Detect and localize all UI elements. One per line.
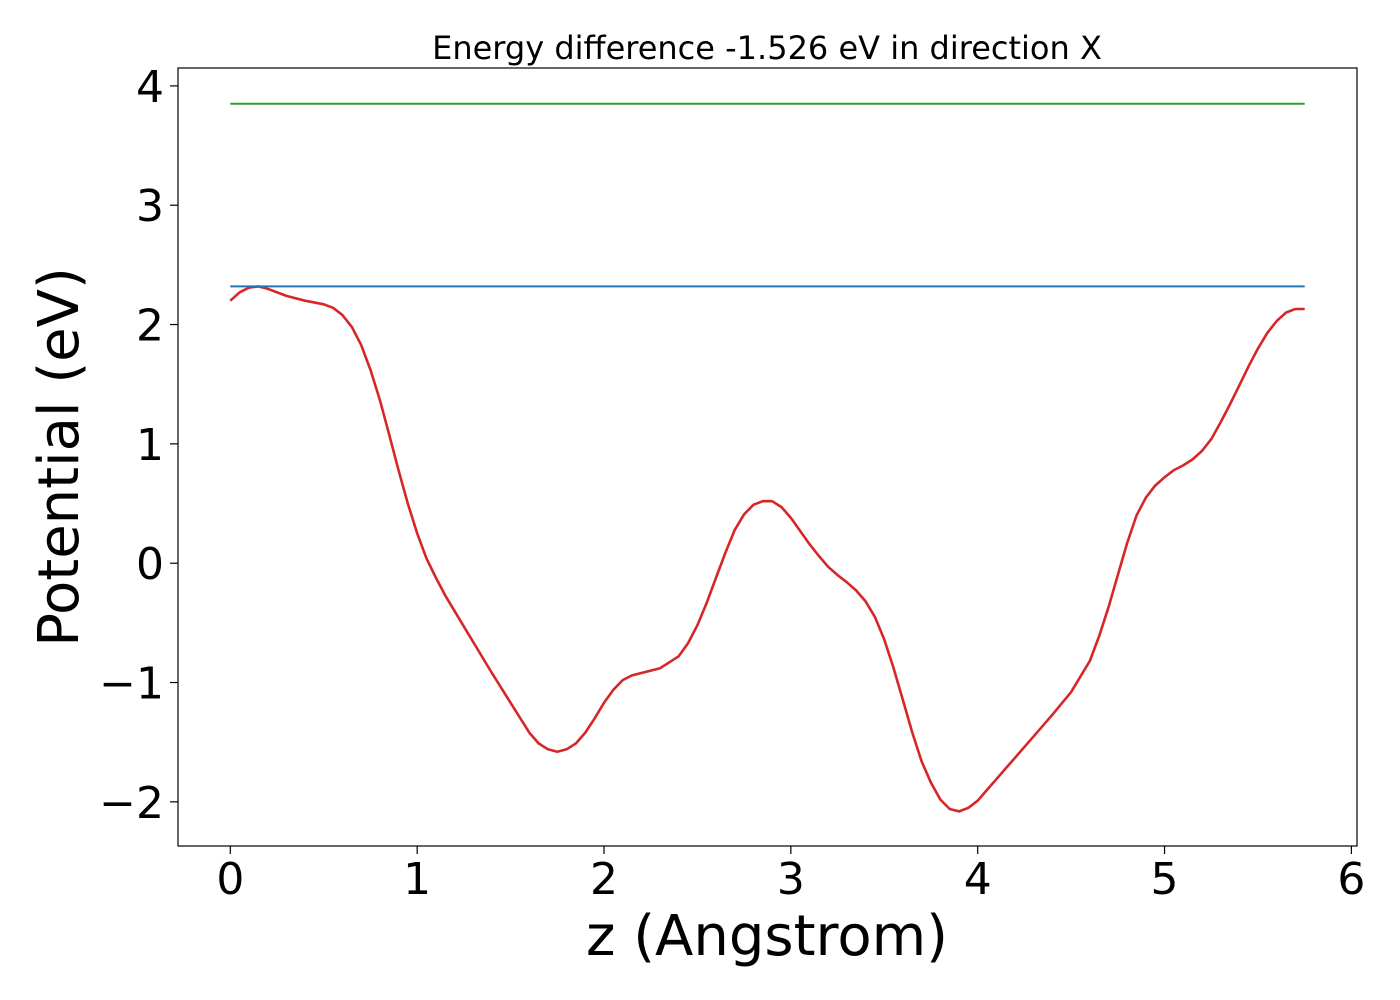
x-axis: 0 1 2 3 4 5 6 xyxy=(216,846,1365,905)
series-line-0 xyxy=(229,285,1305,813)
plot-frame xyxy=(177,67,1358,847)
x-axis-label: z (Angstrom) xyxy=(586,904,948,969)
series-layer xyxy=(229,102,1305,813)
y-tick-label: 3 xyxy=(136,181,164,232)
x-tick-label: 5 xyxy=(1151,854,1179,905)
y-tick-label: 2 xyxy=(136,301,164,352)
y-tick-label: −1 xyxy=(99,659,164,710)
y-axis: −2 −1 0 1 2 3 4 xyxy=(99,62,178,829)
chart-title: Energy difference -1.526 eV in direction… xyxy=(432,29,1102,67)
y-axis-label: Potential (eV) xyxy=(27,267,92,647)
x-tick-label: 3 xyxy=(777,854,805,905)
x-tick-label: 4 xyxy=(964,854,992,905)
x-tick-label: 6 xyxy=(1337,854,1365,905)
y-tick-label: −2 xyxy=(99,778,164,829)
y-tick-label: 1 xyxy=(136,420,164,471)
x-tick-label: 1 xyxy=(403,854,431,905)
y-tick-label: 4 xyxy=(136,62,164,113)
x-tick-label: 2 xyxy=(590,854,618,905)
y-tick-label: 0 xyxy=(136,539,164,590)
x-tick-label: 0 xyxy=(216,854,244,905)
